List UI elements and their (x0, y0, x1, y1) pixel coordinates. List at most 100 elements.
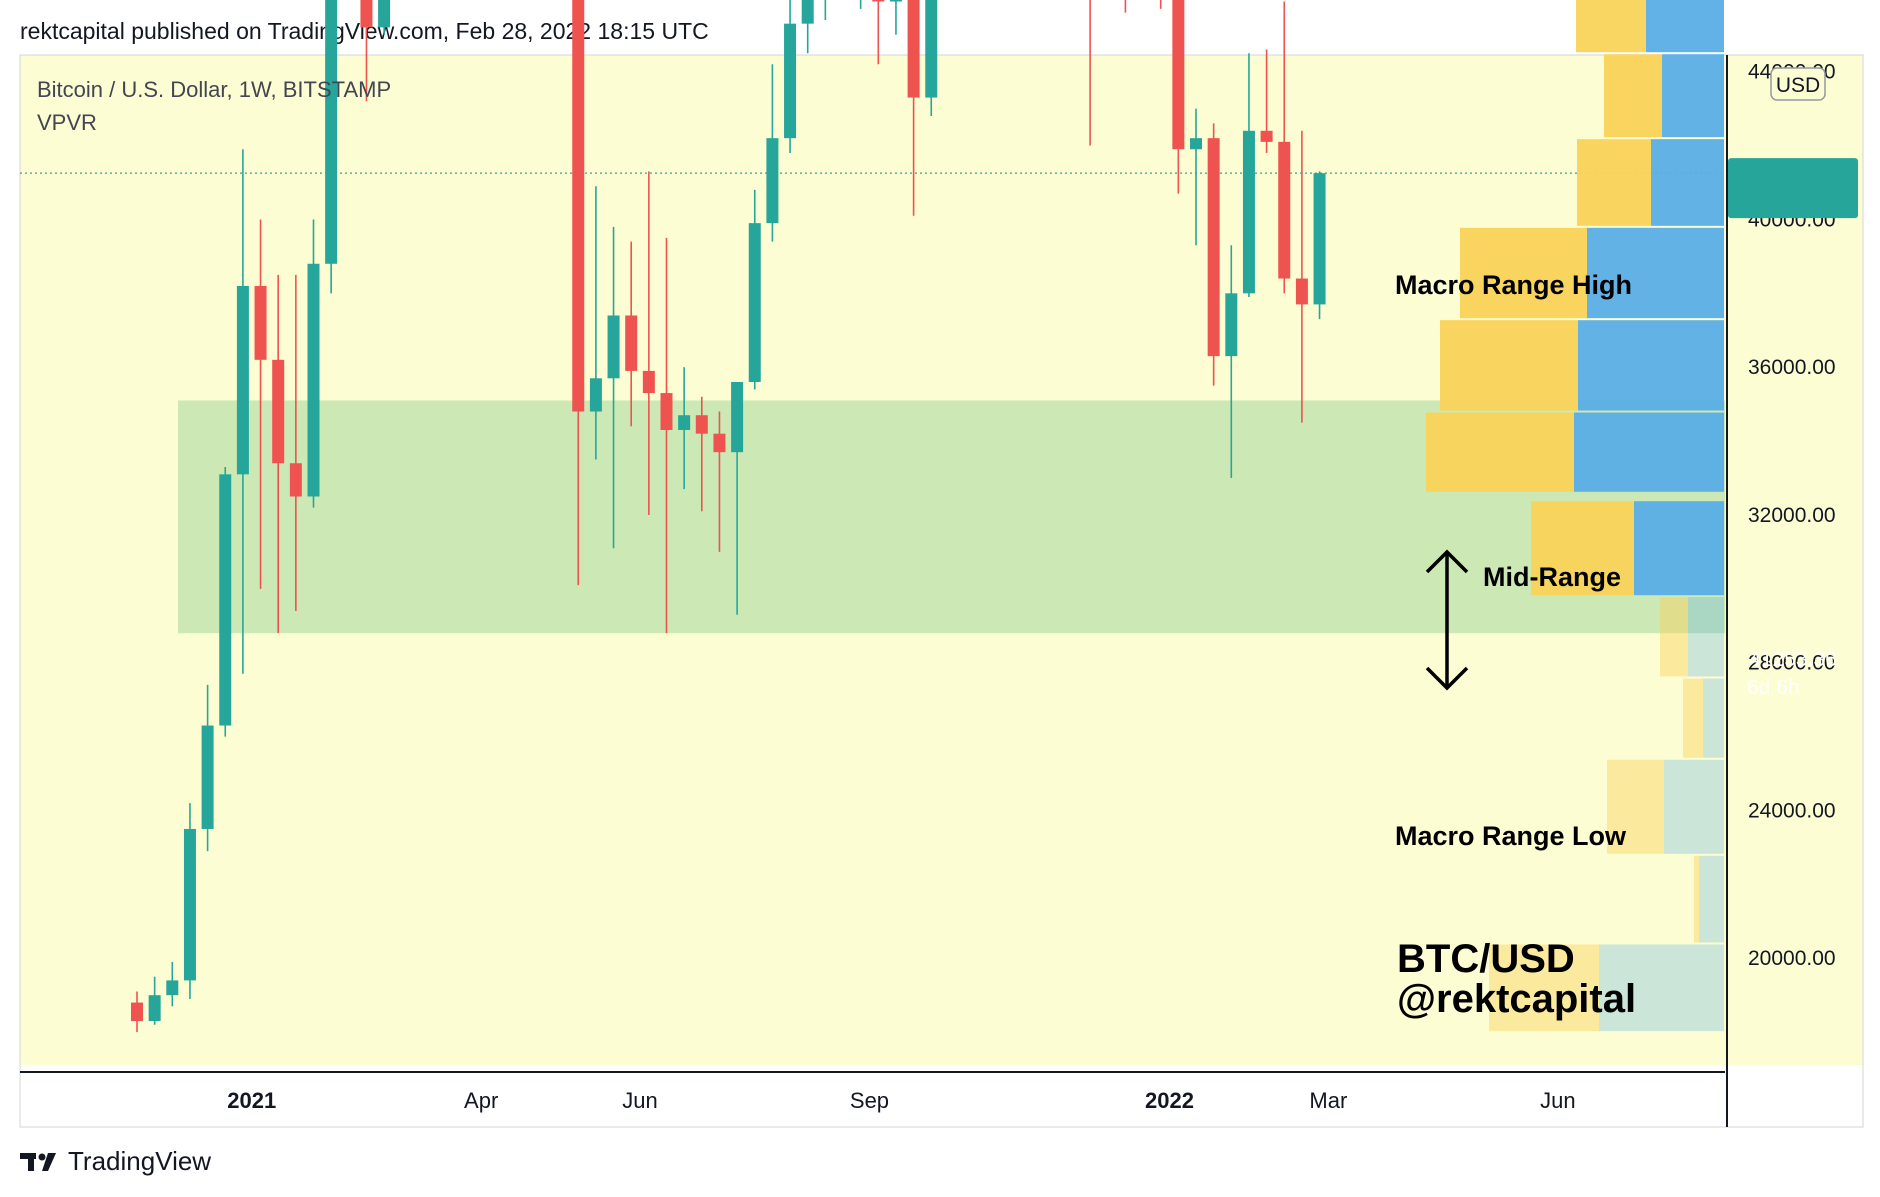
volume-bar-up (1664, 759, 1724, 854)
candle-body (1207, 138, 1220, 357)
candle-body (1278, 141, 1291, 279)
volume-profile-bar (1694, 855, 1724, 943)
currency-badge-box (1770, 67, 1826, 101)
candle (1124, 0, 1127, 13)
volume-bar-down (1426, 412, 1574, 492)
price-tick-label: 20000.00 (1748, 947, 1836, 970)
time-tick-label: Apr (464, 1088, 498, 1113)
volume-bar-up (1651, 139, 1724, 226)
candle-body (166, 980, 179, 996)
candle (166, 961, 179, 1007)
candle-body (378, 0, 391, 28)
candle (859, 0, 862, 9)
candle (1190, 108, 1202, 246)
candle (1207, 123, 1220, 386)
volume-bar-up (1662, 54, 1724, 138)
candle (1089, 0, 1091, 146)
volume-profile-bar (1577, 139, 1724, 226)
macro-range-low-label[interactable]: Macro Range Low (1395, 821, 1627, 851)
price-tick-label: 28000.00 (1748, 652, 1836, 675)
candle-body (1313, 173, 1326, 305)
volume-profile-bar (1576, 0, 1724, 53)
volume-profile-bar (1607, 759, 1724, 854)
candle (272, 274, 285, 634)
candles-layer (131, 0, 1326, 1033)
footer-brand[interactable]: TradingView (20, 1146, 211, 1177)
candle-body (907, 0, 920, 98)
volume-bar-up (1703, 678, 1724, 758)
candle (625, 241, 638, 427)
volume-bar-down (1604, 54, 1662, 138)
handle-label: @rektcapital (1397, 977, 1636, 1021)
candle (642, 171, 655, 515)
candle-body (748, 223, 761, 382)
volume-bar-down (1607, 759, 1664, 854)
candle (801, 0, 814, 54)
volume-bar-down (1576, 0, 1646, 53)
candle (572, 0, 585, 586)
volume-bar-down (1660, 597, 1688, 677)
time-tick-label: Sep (850, 1088, 889, 1113)
candle-body (307, 263, 320, 497)
time-tick-label: 2021 (227, 1088, 276, 1113)
candle-body (1225, 293, 1238, 357)
candle (131, 991, 143, 1033)
candle-body (254, 285, 267, 360)
tradingview-logo-icon (20, 1152, 56, 1171)
candle (695, 396, 708, 512)
candle (731, 381, 744, 615)
volume-bar-down (1577, 139, 1651, 226)
last-price-tag: 41253.36 6d 6h (1728, 158, 1858, 699)
candle (824, 0, 827, 20)
candle-body (236, 285, 249, 475)
candle (325, 0, 338, 294)
candle-body (625, 315, 638, 371)
volume-profile-bar (1531, 501, 1724, 596)
candle (660, 237, 673, 634)
candle (148, 976, 161, 1025)
volume-bar-up (1599, 944, 1724, 1032)
volume-bar-up (1646, 0, 1724, 53)
volume-profile-bar (1440, 320, 1724, 411)
volume-bar-down (1531, 501, 1634, 596)
volume-profile-bar (1660, 597, 1724, 677)
candle-body (183, 828, 196, 981)
symbol-title[interactable]: Bitcoin / U.S. Dollar, 1W, BITSTAMP (37, 77, 391, 102)
candle-body (219, 474, 232, 726)
candle-body (872, 0, 885, 2)
candle (201, 684, 214, 852)
legend: Bitcoin / U.S. Dollar, 1W, BITSTAMP VPVR (37, 77, 391, 135)
candle-body (784, 23, 797, 139)
mid-range-arrow[interactable] (1425, 549, 1469, 691)
candle-body (148, 995, 161, 1022)
macro-range-high-label[interactable]: Macro Range High (1395, 270, 1632, 300)
time-tick-label: Mar (1309, 1088, 1347, 1113)
candle (607, 226, 620, 549)
candle-body (889, 0, 902, 2)
indicator-label[interactable]: VPVR (37, 110, 97, 135)
candle (378, 0, 391, 35)
candle (784, 0, 797, 153)
candle-body (1260, 130, 1273, 142)
candle (1260, 49, 1273, 153)
volume-profile-bar (1460, 227, 1724, 319)
candle (183, 803, 196, 999)
candle-body (1242, 130, 1255, 294)
mid-range-label[interactable]: Mid-Range (1483, 562, 1621, 592)
currency-badge[interactable]: USD (1770, 67, 1826, 101)
volume-profile-layer (1426, 0, 1724, 1032)
candle-body (1295, 278, 1308, 305)
candle (307, 219, 320, 508)
volume-profile-bar (1489, 944, 1724, 1032)
candle (1159, 0, 1162, 9)
volume-bar-down (1440, 320, 1578, 411)
chart-frame (19, 54, 1864, 1128)
volume-bar-down (1460, 227, 1587, 319)
candle (907, 0, 920, 216)
volume-bar-down (1683, 678, 1703, 758)
candle (766, 64, 779, 242)
price-axis-background (1725, 55, 1863, 1065)
price-tick-label: 24000.00 (1748, 799, 1836, 822)
